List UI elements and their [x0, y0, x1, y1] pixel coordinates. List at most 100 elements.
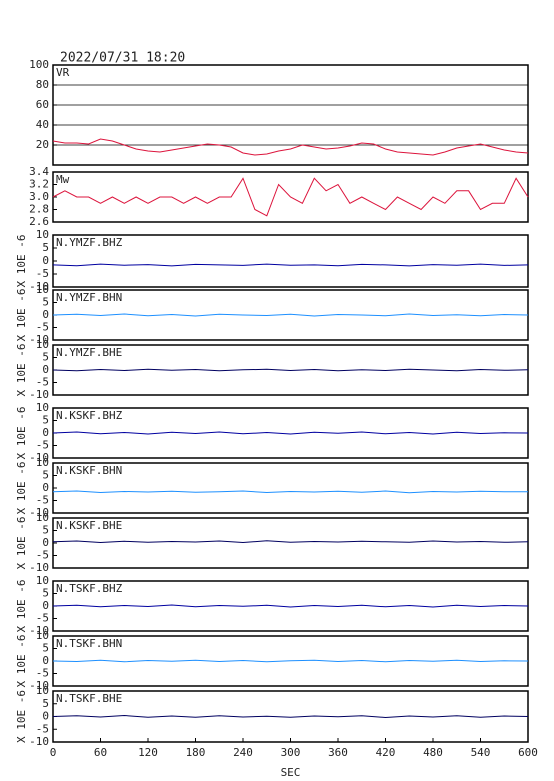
- panel-label: N.TSKF.BHZ: [56, 582, 123, 595]
- y-tick-label: 10: [36, 684, 49, 697]
- data-line: [52, 540, 529, 544]
- y-tick-label: 5: [42, 241, 49, 254]
- panel-label: N.KSKF.BHE: [56, 519, 122, 532]
- data-line: [52, 313, 529, 317]
- y-axis-label: X 10E -6: [15, 344, 28, 397]
- y-tick-label: 0: [42, 481, 49, 494]
- y-tick-label: 5: [42, 296, 49, 309]
- y-tick-label: 3.2: [29, 178, 49, 191]
- panel-frame: [52, 234, 529, 288]
- y-tick-label: 5: [42, 414, 49, 427]
- data-line: [52, 604, 529, 608]
- y-tick-label: -10: [29, 333, 49, 346]
- y-tick-label: 10: [36, 574, 49, 587]
- data-line: [52, 138, 529, 156]
- x-tick-label: 60: [94, 746, 107, 759]
- x-axis-label: SEC: [281, 766, 301, 779]
- y-axis-label: X 10E -6: [15, 580, 28, 633]
- y-tick-label: -5: [36, 722, 49, 735]
- y-axis-label: X 10E -6: [15, 517, 28, 570]
- y-tick-label: -5: [36, 549, 49, 562]
- y-tick-label: 10: [36, 401, 49, 414]
- panel-label: N.TSKF.BHE: [56, 692, 122, 705]
- y-tick-label: -10: [29, 561, 49, 574]
- y-tick-label: 0: [42, 254, 49, 267]
- y-tick-label: 0: [42, 536, 49, 549]
- x-tick-label: 420: [376, 746, 396, 759]
- panel-label: N.KSKF.BHN: [56, 464, 122, 477]
- y-axis-label: X 10E -6: [15, 235, 28, 288]
- y-tick-label: 10: [36, 456, 49, 469]
- x-tick-label: 0: [50, 746, 57, 759]
- x-tick-label: 480: [423, 746, 443, 759]
- panel-frame: [52, 462, 529, 514]
- y-tick-label: 100: [29, 58, 49, 71]
- y-tick-label: 0: [42, 363, 49, 376]
- panel-label: N.YMZF.BHE: [56, 346, 122, 359]
- y-tick-label: 20: [36, 138, 49, 151]
- y-tick-label: 0: [42, 710, 49, 723]
- data-line: [52, 431, 529, 435]
- panel-label: N.TSKF.BHN: [56, 637, 122, 650]
- x-tick-label: 120: [138, 746, 158, 759]
- data-line: [52, 659, 529, 663]
- y-tick-label: -10: [29, 735, 49, 748]
- y-tick-label: -10: [29, 624, 49, 637]
- x-tick-label: 360: [328, 746, 348, 759]
- y-tick-label: -5: [36, 376, 49, 389]
- y-tick-label: 0: [42, 599, 49, 612]
- data-line: [52, 368, 529, 372]
- y-axis-label: X 10E -6: [15, 690, 28, 743]
- y-tick-label: 40: [36, 118, 49, 131]
- y-tick-label: -10: [29, 506, 49, 519]
- y-tick-label: -10: [29, 679, 49, 692]
- y-tick-label: -5: [36, 494, 49, 507]
- y-tick-label: 2.8: [29, 203, 49, 216]
- chart-title: 2022/07/31 18:20: [60, 51, 185, 66]
- panel-label: N.YMZF.BHN: [56, 291, 122, 304]
- y-tick-label: 5: [42, 697, 49, 710]
- panel-label: N.KSKF.BHZ: [56, 409, 123, 422]
- y-tick-label: 10: [36, 338, 49, 351]
- data-line: [52, 263, 529, 267]
- y-tick-label: -5: [36, 267, 49, 280]
- y-tick-label: 80: [36, 78, 49, 91]
- x-tick-label: 300: [281, 746, 301, 759]
- y-tick-label: 5: [42, 351, 49, 364]
- panel-frame: [52, 690, 529, 743]
- y-tick-label: 0: [42, 426, 49, 439]
- y-tick-label: 10: [36, 283, 49, 296]
- x-tick-label: 180: [186, 746, 206, 759]
- y-axis-label: X 10E -6: [15, 462, 28, 515]
- y-tick-label: 10: [36, 228, 49, 241]
- y-tick-label: 0: [42, 654, 49, 667]
- y-axis-label: X 10E -6: [15, 407, 28, 460]
- x-tick-label: 540: [471, 746, 491, 759]
- panel-label: VR: [56, 66, 70, 79]
- y-tick-label: 5: [42, 524, 49, 537]
- y-tick-label: -5: [36, 667, 49, 680]
- y-tick-label: -10: [29, 388, 49, 401]
- y-tick-label: -5: [36, 439, 49, 452]
- data-line: [52, 714, 529, 719]
- y-tick-label: 5: [42, 469, 49, 482]
- data-line: [52, 490, 528, 494]
- y-tick-label: 10: [36, 511, 49, 524]
- x-tick-label: 600: [518, 746, 538, 759]
- y-tick-label: 3.4: [29, 165, 49, 178]
- y-tick-label: 0: [42, 308, 49, 321]
- y-axis-label: X 10E -6: [15, 635, 28, 688]
- y-tick-label: 5: [42, 642, 49, 655]
- y-tick-label: -10: [29, 451, 49, 464]
- y-tick-label: -10: [29, 280, 49, 293]
- y-tick-label: 5: [42, 587, 49, 600]
- y-tick-label: 60: [36, 98, 49, 111]
- y-tick-label: -5: [36, 321, 49, 334]
- panel-frame: [52, 64, 529, 166]
- y-tick-label: 3.0: [29, 190, 49, 203]
- y-tick-label: -5: [36, 612, 49, 625]
- panel-frame: [52, 517, 529, 569]
- y-tick-label: 10: [36, 629, 49, 642]
- y-tick-label: 2.6: [29, 215, 49, 228]
